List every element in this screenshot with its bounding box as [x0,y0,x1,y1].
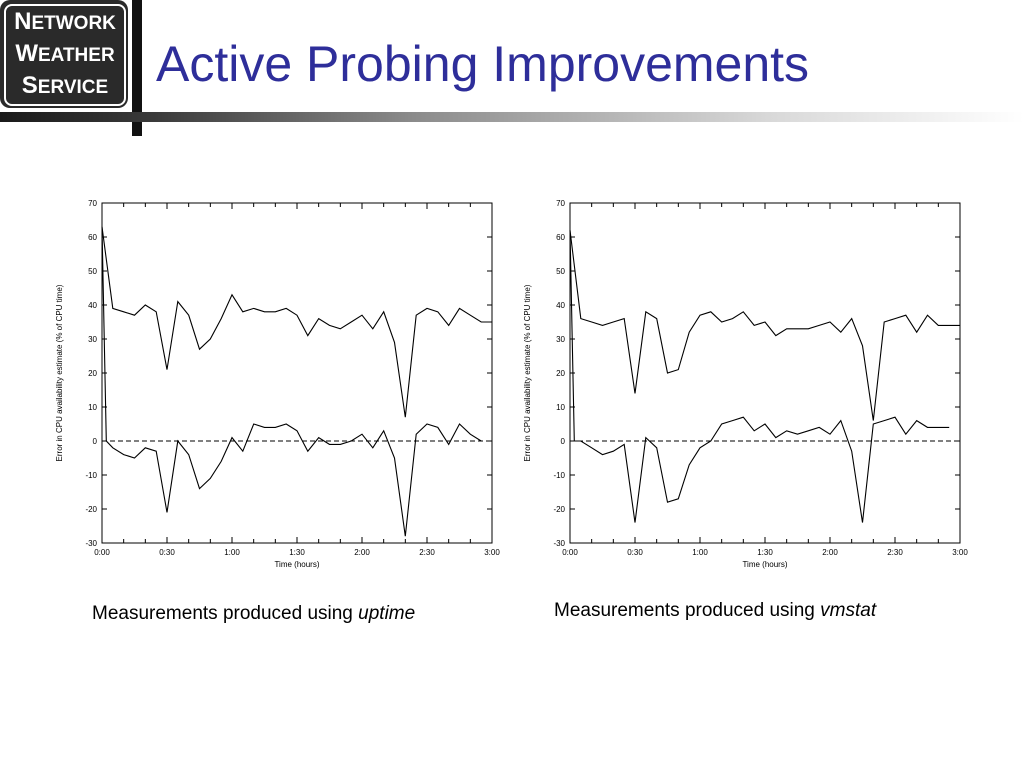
y-tick-label: 50 [88,267,97,276]
logo-letter: N [14,8,32,35]
y-tick-label: 20 [556,369,565,378]
series-line-2 [569,230,950,523]
series-line-1 [101,226,492,418]
y-tick-label: 0 [93,437,98,446]
y-tick-label: -20 [553,505,565,514]
y-tick-label: 20 [88,369,97,378]
y-tick-label: -20 [85,505,97,514]
y-tick-label: 50 [556,267,565,276]
caption-vmstat: Measurements produced using vmstat [554,600,876,622]
caption-uptime: Measurements produced using uptime [92,603,415,625]
logo-line-3: SERVICE [22,71,108,103]
x-tick-label: 1:30 [289,548,305,557]
y-tick-label: -30 [553,539,565,548]
series-line-2 [101,226,482,537]
x-tick-label: 3:00 [952,548,968,557]
x-tick-label: 1:00 [224,548,240,557]
y-axis-label: Error in CPU availability estimate (% of… [55,284,64,461]
x-tick-label: 3:00 [484,548,500,557]
y-tick-label: 60 [556,233,565,242]
plot-frame [569,202,961,544]
logo-line-1: NETWORK [14,7,116,39]
x-axis-label: Time (hours) [274,560,319,569]
y-tick-label: 60 [88,233,97,242]
chart-uptime: -30 -20 -10 0 10 20 30 40 50 60 70 0:00 0:30 1:00 1:30… [55,199,500,569]
x-tick-label: 2:30 [419,548,435,557]
horizontal-gradient-bar [0,112,1024,122]
x-axis-label: Time (hours) [742,560,787,569]
logo-letter: S [21,72,38,99]
x-tick-label: 0:30 [627,548,643,557]
x-tick-label: 2:30 [887,548,903,557]
logo-word: ETWORK [31,13,116,34]
logo: NETWORK WEATHER SERVICE [0,0,128,108]
logo-frame: NETWORK WEATHER SERVICE [4,4,126,106]
caption-text: Measurements produced using [554,600,821,621]
y-tick-label: 70 [88,199,97,208]
caption-text: Measurements produced using [92,603,359,624]
y-tick-label: 30 [556,335,565,344]
x-tick-label: 2:00 [354,548,370,557]
x-tick-label: 2:00 [822,548,838,557]
x-tick-label: 1:30 [757,548,773,557]
x-tick-label: 0:00 [94,548,110,557]
y-axis-label: Error in CPU availability estimate (% of… [523,284,532,461]
plot-frame [101,202,493,544]
x-tick-label: 1:00 [692,548,708,557]
y-tick-label: 30 [88,335,97,344]
vertical-accent-bar [132,0,142,136]
x-tick-label: 0:00 [562,548,578,557]
y-tick-label: 40 [88,301,97,310]
logo-word: ERVICE [37,77,109,98]
caption-tool-name: uptime [358,603,416,624]
y-tick-label: -10 [553,471,565,480]
logo-letter: W [15,40,38,67]
caption-tool-name: vmstat [820,600,877,621]
logo-line-2: WEATHER [15,39,114,71]
y-tick-label: 70 [556,199,565,208]
y-tick-label: 40 [556,301,565,310]
logo-word: EATHER [37,45,115,66]
x-tick-label: 0:30 [159,548,175,557]
page-title: Active Probing Improvements [156,36,810,92]
y-tick-label: 10 [556,403,565,412]
y-tick-label: -10 [85,471,97,480]
y-tick-label: -30 [85,539,97,548]
chart-vmstat: -30 -20 -10 0 10 20 30 40 50 60 70 0:00 0:30 1:00 1:30… [523,199,968,569]
series-line-1 [569,230,960,421]
y-tick-label: 10 [88,403,97,412]
y-tick-label: 0 [561,437,566,446]
